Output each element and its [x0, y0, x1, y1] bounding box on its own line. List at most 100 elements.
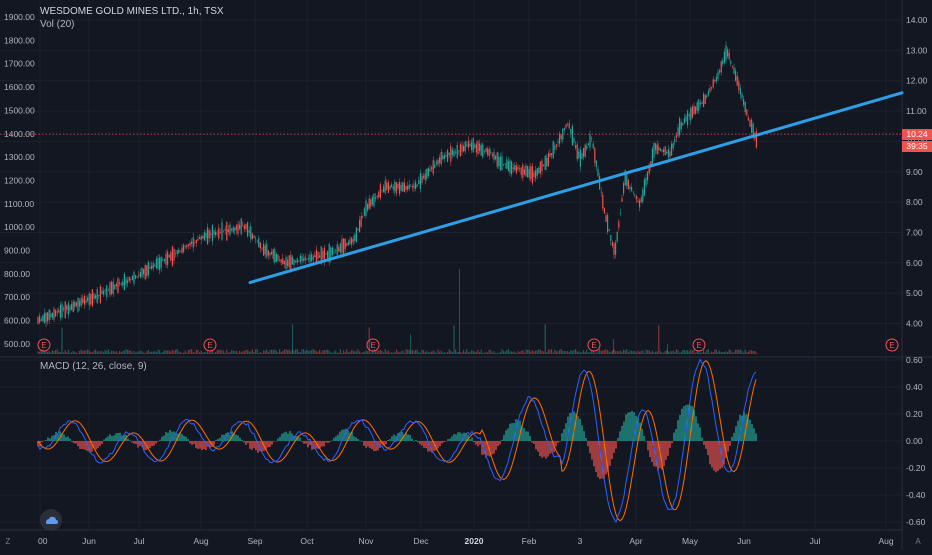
candle-body	[738, 81, 740, 90]
auto-scale-button[interactable]: A	[915, 537, 921, 546]
macd-histogram-bar	[643, 435, 645, 441]
volume-bar	[117, 352, 119, 354]
volume-bar	[71, 352, 73, 354]
trend-line[interactable]	[248, 91, 904, 285]
time-tick-label: Sep	[247, 536, 262, 546]
candle-body	[469, 143, 471, 147]
macd-histogram-bar	[347, 430, 349, 441]
candle-body	[517, 167, 519, 170]
volume-bar	[95, 349, 97, 354]
candle-body	[55, 310, 57, 317]
macd-histogram-bar	[207, 441, 209, 447]
macd-axis[interactable]: 0.60 0.40 0.20 0.00 -0.20 -0.40 -0.60	[906, 355, 926, 527]
volume-bar	[671, 351, 673, 354]
volume-bar	[314, 349, 316, 354]
candle-body	[74, 301, 76, 308]
candle-body	[323, 247, 325, 262]
volume-bar	[728, 349, 730, 354]
volume-bar	[461, 352, 463, 354]
volume-bar	[555, 350, 557, 354]
macd-histogram-bar	[669, 441, 671, 448]
candle-body	[264, 245, 266, 255]
candle-body	[503, 164, 505, 165]
zoom-button[interactable]: Z	[5, 537, 11, 546]
volume-bar	[189, 349, 191, 354]
volume-bar	[531, 349, 533, 354]
candle-body	[611, 242, 613, 246]
macd-histogram-bar	[237, 435, 239, 441]
macd-histogram-bar	[521, 425, 523, 441]
macd-histogram-bar	[333, 437, 335, 441]
macd-histogram-bar	[57, 434, 59, 441]
volume-spike	[667, 344, 668, 354]
volume-bar	[267, 352, 269, 354]
candle-body	[299, 255, 301, 263]
volume-bar	[288, 349, 290, 354]
candle-body	[271, 251, 273, 255]
time-axis[interactable]: 00 Jun Jul Aug Sep Oct Nov Dec 2020 Feb 3 Apr May Jun…	[38, 536, 894, 546]
candle-body	[71, 304, 73, 310]
volume-bar	[232, 350, 234, 354]
left-tick-label: 1100.00	[4, 199, 34, 209]
macd-histogram-bar	[97, 441, 99, 449]
candle-body	[162, 260, 164, 261]
candle-body	[632, 191, 634, 193]
macd-histogram-bar	[109, 434, 111, 441]
candle-body	[520, 167, 522, 175]
candle-body	[391, 184, 393, 188]
macd-histogram-bar	[277, 438, 279, 441]
macd-histogram-bar	[611, 441, 613, 460]
tradingview-logo-button[interactable]	[40, 509, 62, 531]
macd-histogram-bar	[733, 432, 735, 441]
macd-histogram-bar	[167, 432, 169, 441]
volume-bar	[488, 349, 490, 354]
candle-body	[607, 215, 609, 233]
volume-bar	[736, 349, 738, 354]
volume-bar	[136, 351, 138, 354]
macd-histogram-bar	[299, 437, 301, 441]
macd-histogram-bar	[221, 434, 223, 441]
volume-bar	[611, 350, 613, 354]
candle-body	[477, 141, 479, 155]
macd-histogram-bar	[747, 414, 749, 441]
macd-histogram-bar	[641, 428, 643, 441]
earnings-marker-circle	[587, 338, 601, 352]
volume-bar	[576, 351, 578, 354]
candle-body	[714, 79, 716, 82]
macd-histogram-bar	[447, 439, 449, 441]
candle-body	[451, 149, 453, 156]
volume-bar	[240, 352, 242, 354]
volume-bar	[363, 351, 365, 354]
volume-legend[interactable]: Vol (20)	[40, 19, 75, 30]
candle-body	[301, 256, 303, 262]
volume-bar	[181, 352, 183, 354]
chart-title[interactable]: WESDOME GOLD MINES LTD., 1h, TSX	[40, 6, 224, 17]
volume-bar	[512, 351, 514, 354]
macd-histogram-bar	[55, 431, 57, 441]
volume-bar	[167, 350, 169, 354]
volume-bar	[176, 349, 178, 354]
macd-histogram-bar	[353, 436, 355, 441]
volume-bar	[216, 349, 218, 354]
volume-bar	[191, 349, 193, 354]
volume-bar	[415, 349, 417, 354]
volume-bar	[447, 352, 449, 354]
candle-body	[410, 185, 412, 187]
macd-legend[interactable]: MACD (12, 26, close, 9)	[40, 361, 147, 372]
volume-bar	[74, 351, 76, 354]
right-price-axis[interactable]: 14.0013.0012.0011.0010.009.008.007.006.0…	[906, 15, 928, 329]
candle-body	[287, 259, 289, 266]
candle-body	[715, 76, 717, 82]
macd-histogram-bar	[331, 440, 333, 442]
candle-body	[312, 256, 314, 260]
volume-bar	[472, 350, 474, 354]
candle-body	[347, 241, 349, 246]
macd-histogram-bar	[301, 441, 303, 442]
volume-bar	[50, 352, 52, 354]
macd-histogram-bar	[579, 418, 581, 441]
macd-histogram-bar	[457, 432, 459, 441]
candle-body	[378, 191, 380, 198]
volume-bar	[155, 352, 157, 354]
